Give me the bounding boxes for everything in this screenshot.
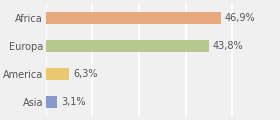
Bar bbox=[46, 40, 209, 52]
Bar bbox=[46, 96, 57, 108]
Text: 46,9%: 46,9% bbox=[225, 13, 255, 23]
Bar bbox=[46, 68, 69, 80]
Text: 3,1%: 3,1% bbox=[61, 97, 86, 107]
Text: 43,8%: 43,8% bbox=[213, 41, 244, 51]
Bar bbox=[46, 12, 221, 24]
Text: 6,3%: 6,3% bbox=[73, 69, 97, 79]
